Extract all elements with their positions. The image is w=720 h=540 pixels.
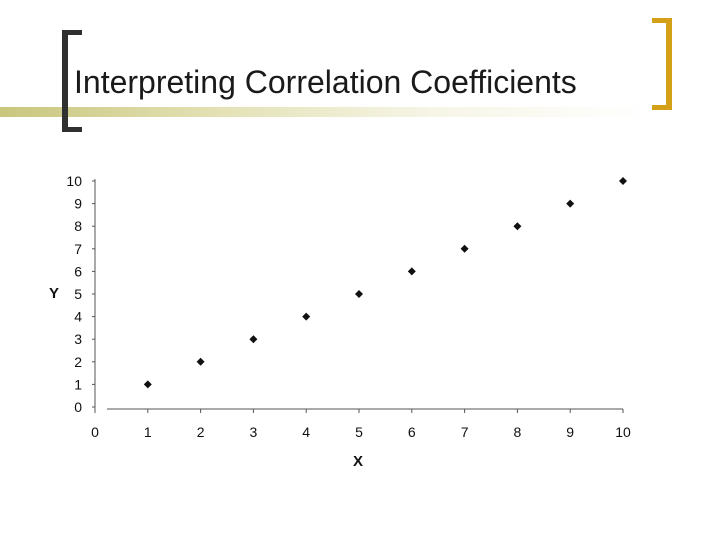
data-point: [513, 222, 522, 231]
slide-title: Interpreting Correlation Coefficients: [74, 64, 577, 100]
scatter-chart: 0 1 2 3 4 5 6 7 8 9 10 0 1 2 3 4 5 6 7 8 9 10 Y X: [49, 173, 631, 470]
y-tick-label: 6: [74, 263, 82, 279]
data-point: [566, 199, 575, 208]
y-tick-label: 1: [74, 376, 82, 392]
x-tick-label: 1: [144, 424, 152, 440]
x-tick-label: 3: [250, 424, 258, 440]
y-axis-label: Y: [49, 285, 59, 302]
x-tick-label: 8: [514, 424, 522, 440]
x-tick-label: 6: [408, 424, 416, 440]
x-axis-label: X: [353, 453, 363, 470]
x-tick-label: 2: [197, 424, 205, 440]
data-point: [619, 177, 627, 185]
data-point: [143, 380, 152, 389]
y-tick-label: 7: [74, 241, 82, 257]
x-tick-label: 9: [566, 424, 574, 440]
x-tick-label: 10: [615, 424, 631, 440]
data-point: [302, 312, 311, 321]
x-tick-label: 4: [302, 424, 310, 440]
y-tick-label: 10: [66, 173, 82, 189]
x-tick-label: 0: [91, 424, 99, 440]
data-point: [196, 357, 205, 366]
left-bracket-decoration: [62, 30, 82, 132]
y-tick-label: 2: [74, 354, 82, 370]
y-tick-label: 3: [74, 331, 82, 347]
y-tick-label: 5: [74, 286, 82, 302]
y-tick-label: 8: [74, 218, 82, 234]
x-tick-label: 5: [355, 424, 363, 440]
title-accent-band: [0, 107, 720, 117]
data-point: [249, 335, 258, 344]
data-point: [460, 244, 469, 253]
data-points: [143, 177, 627, 389]
y-tick-label: 4: [74, 309, 82, 325]
data-point: [355, 290, 363, 298]
data-point: [407, 267, 416, 276]
y-tick-label: 0: [74, 399, 82, 415]
y-tick-label: 9: [74, 196, 82, 212]
y-axis: 0 1 2 3 4 5 6 7 8 9 10: [66, 173, 96, 415]
x-tick-label: 7: [461, 424, 469, 440]
right-bracket-decoration: [652, 18, 672, 110]
x-axis: 0 1 2 3 4 5 6 7 8 9 10: [91, 408, 631, 440]
